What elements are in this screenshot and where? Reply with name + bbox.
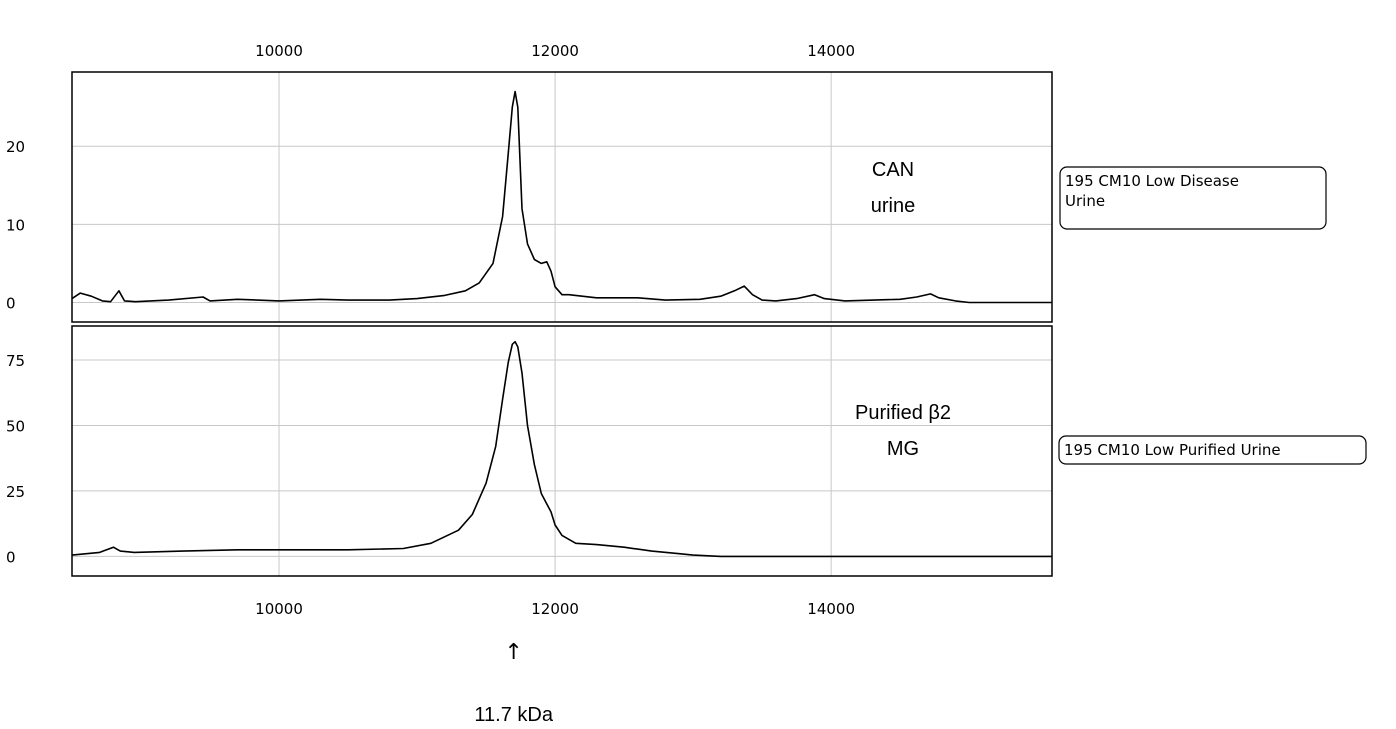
spectrum-line [71,340,1052,558]
y-tick-label: 25 [6,483,25,501]
panel-frame [71,71,1053,323]
legend-text: 195 CM10 Low Purified Urine [1064,441,1281,459]
y-tick-label: 0 [6,548,16,566]
legend-text: 195 CM10 Low Disease [1065,172,1239,190]
panel-annotation: Purified β2 [855,402,951,424]
x-tick-label-top: 12000 [531,42,579,60]
panel-annotation: urine [871,195,915,217]
panel-annotation: MG [887,438,919,460]
peak-mass-label: 11.7 kDa [474,704,553,726]
legend-text: Urine [1065,192,1105,210]
up-arrow-icon: ↑ [504,640,522,665]
y-tick-label: 10 [6,216,25,234]
x-tick-label-bottom: 12000 [531,600,579,618]
frame-layer [71,71,1367,577]
spectrum-line [71,90,1052,304]
x-tick-label-top: 14000 [807,42,855,60]
series-layer [71,90,1052,558]
x-tick-label-bottom: 10000 [255,600,303,618]
grid-layer [72,72,1052,576]
x-tick-label-top: 10000 [255,42,303,60]
y-tick-label: 20 [6,138,25,156]
panel-frame [71,325,1053,577]
legend-box [1059,166,1327,230]
label-layer: 0 10 20 195 CM10 Low Disease Urine CAN urine 0 2… [6,42,1281,726]
x-tick-label-bottom: 14000 [807,600,855,618]
y-tick-label: 75 [6,352,25,370]
y-tick-label: 0 [6,294,16,312]
y-tick-label: 50 [6,417,25,435]
legend-box [1058,435,1367,465]
panel-annotation: CAN [872,159,914,181]
